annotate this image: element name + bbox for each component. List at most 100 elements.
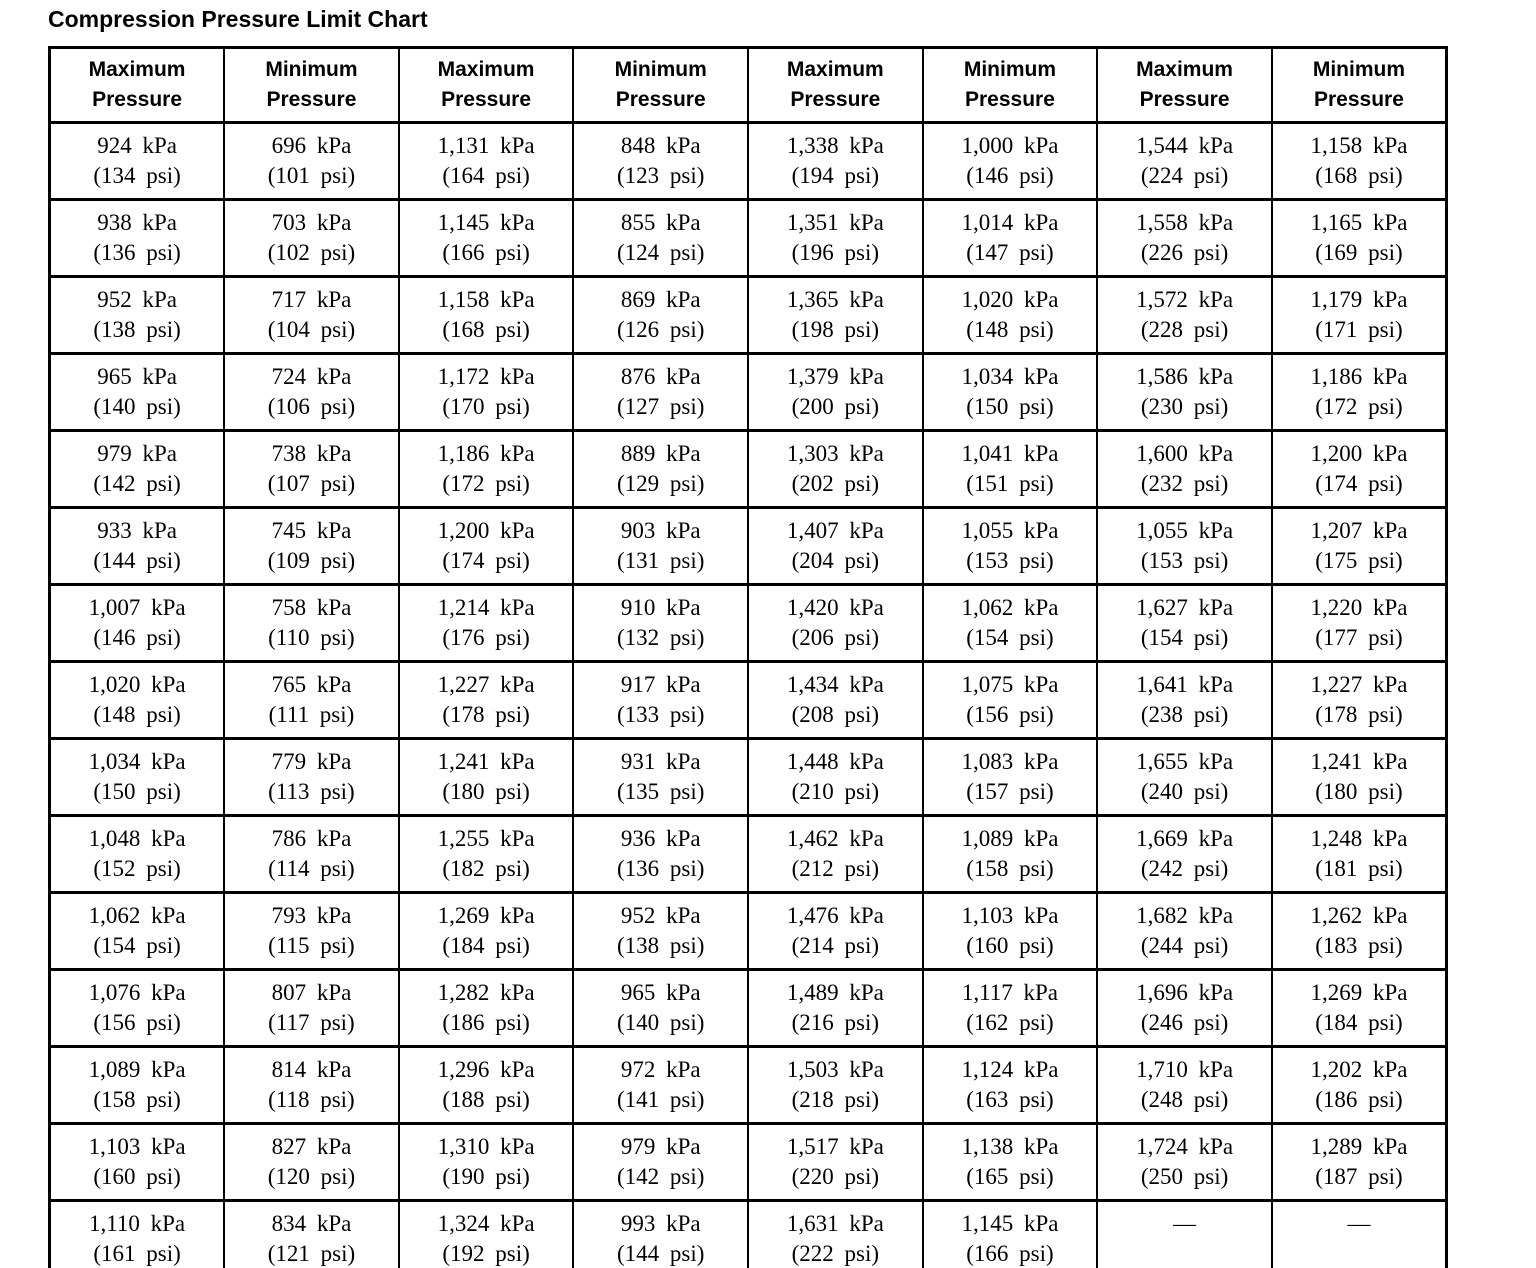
psi-value: (158 psi): [966, 856, 1054, 881]
kpa-value: 1,089 kPa: [88, 1057, 186, 1082]
header-line-2: Pressure: [1139, 88, 1230, 111]
pressure-cell: 965 kPa (140 psi): [572, 968, 749, 1048]
psi-value: (150 psi): [93, 779, 181, 804]
pressure-cell: 1,503 kPa (218 psi): [747, 1045, 924, 1125]
psi-value: (154 psi): [966, 625, 1054, 650]
psi-value: (182 psi): [442, 856, 530, 881]
kpa-value: 807 kPa: [271, 980, 352, 1005]
kpa-value: 965 kPa: [620, 980, 701, 1005]
table-row: 1,062 kPa (154 psi) 793 kPa (115 psi) 1,269 …: [48, 891, 1448, 971]
header-line-1: Maximum: [786, 58, 884, 81]
pressure-cell: 1,351 kPa (196 psi): [747, 198, 924, 278]
kpa-value: 1,365 kPa: [786, 287, 884, 312]
psi-value: (141 psi): [616, 1087, 705, 1112]
psi-value: (142 psi): [616, 1164, 705, 1189]
header-cell-minimum-pressure: Minimum Pressure: [572, 46, 749, 124]
psi-value: (118 psi): [268, 1087, 355, 1112]
kpa-value: 1,434 kPa: [786, 672, 884, 697]
kpa-value: 1,103 kPa: [961, 903, 1059, 928]
psi-value: (142 psi): [93, 471, 181, 496]
kpa-value: 1,669 kPa: [1136, 826, 1234, 851]
pressure-cell: 779 kPa (113 psi): [223, 737, 400, 817]
kpa-value: 936 kPa: [620, 826, 701, 851]
psi-value: (198 psi): [791, 317, 880, 342]
psi-value: (174 psi): [442, 548, 530, 573]
kpa-value: 758 kPa: [271, 595, 352, 620]
pressure-cell: —: [1096, 1199, 1273, 1268]
kpa-value: 1,710 kPa: [1136, 1057, 1234, 1082]
psi-value: (135 psi): [616, 779, 705, 804]
psi-value: (176 psi): [442, 625, 530, 650]
psi-value: (132 psi): [616, 625, 705, 650]
psi-value: (124 psi): [616, 240, 705, 265]
pressure-cell: 1,324 kPa (192 psi): [397, 1199, 575, 1268]
kpa-value: 717 kPa: [271, 287, 352, 312]
kpa-value: 827 kPa: [271, 1134, 352, 1159]
table-row: 979 kPa (142 psi) 738 kPa (107 psi) 1,186 kP…: [48, 429, 1448, 509]
psi-value: (117 psi): [268, 1010, 355, 1035]
kpa-value: 1,696 kPa: [1136, 980, 1234, 1005]
table-row: 1,110 kPa (161 psi) 834 kPa (121 psi) 1,324 …: [48, 1199, 1448, 1268]
kpa-value: 1,627 kPa: [1136, 595, 1234, 620]
psi-value: (232 psi): [1140, 471, 1229, 496]
psi-value: (210 psi): [791, 779, 880, 804]
pressure-cell: 1,124 kPa (163 psi): [921, 1045, 1099, 1125]
kpa-value: 1,048 kPa: [88, 826, 186, 851]
pressure-cell: 1,186 kPa (172 psi): [1270, 352, 1448, 432]
kpa-value: 1,020 kPa: [88, 672, 186, 697]
psi-value: (202 psi): [791, 471, 880, 496]
kpa-value: 855 kPa: [620, 210, 701, 235]
pressure-cell: 1,055 kPa (153 psi): [921, 506, 1099, 586]
psi-value: (214 psi): [791, 933, 880, 958]
kpa-value: 1,062 kPa: [88, 903, 186, 928]
header-line-1: Minimum: [963, 58, 1057, 81]
kpa-value: 1,055 kPa: [1136, 518, 1234, 543]
kpa-value: 1,179 kPa: [1310, 287, 1408, 312]
pressure-cell: 786 kPa (114 psi): [223, 814, 400, 894]
kpa-value: 952 kPa: [620, 903, 701, 928]
pressure-cell: 965 kPa (140 psi): [48, 352, 226, 432]
psi-value: (240 psi): [1140, 779, 1229, 804]
header-cell-maximum-pressure: Maximum Pressure: [48, 46, 226, 124]
kpa-value: 703 kPa: [271, 210, 352, 235]
psi-value: (212 psi): [791, 856, 880, 881]
kpa-value: 1,269 kPa: [1310, 980, 1408, 1005]
kpa-value: 1,282 kPa: [437, 980, 535, 1005]
header-line-2: Pressure: [615, 88, 706, 111]
psi-value: (146 psi): [966, 163, 1054, 188]
kpa-value: 1,586 kPa: [1136, 364, 1234, 389]
pressure-cell: 1,062 kPa (154 psi): [921, 583, 1099, 663]
pressure-cell: 1,200 kPa (174 psi): [1270, 429, 1448, 509]
psi-value: (228 psi): [1140, 317, 1229, 342]
psi-value: (129 psi): [616, 471, 705, 496]
psi-value: (165 psi): [966, 1164, 1054, 1189]
psi-value: (204 psi): [791, 548, 880, 573]
psi-value: (180 psi): [442, 779, 530, 804]
pressure-cell: 876 kPa (127 psi): [572, 352, 749, 432]
kpa-value: 779 kPa: [271, 749, 352, 774]
pressure-cell: 1,207 kPa (175 psi): [1270, 506, 1448, 586]
table-row: 1,089 kPa (158 psi) 814 kPa (118 psi) 1,296 …: [48, 1045, 1448, 1125]
kpa-value: 1,241 kPa: [437, 749, 535, 774]
psi-value: (111 psi): [268, 702, 355, 727]
kpa-value: 1,379 kPa: [786, 364, 884, 389]
psi-value: (196 psi): [791, 240, 880, 265]
pressure-cell: 696 kPa (101 psi): [223, 121, 400, 201]
pressure-cell: 979 kPa (142 psi): [572, 1122, 749, 1202]
kpa-value: 1,014 kPa: [961, 210, 1059, 235]
psi-value: (170 psi): [442, 394, 530, 419]
kpa-value: 1,503 kPa: [786, 1057, 884, 1082]
kpa-value: 848 kPa: [620, 133, 701, 158]
kpa-value: 1,220 kPa: [1310, 595, 1408, 620]
psi-value: (180 psi): [1315, 779, 1403, 804]
pressure-cell: 1,558 kPa (226 psi): [1096, 198, 1273, 278]
pressure-cell: 1,227 kPa (178 psi): [397, 660, 575, 740]
pressure-cell: 703 kPa (102 psi): [223, 198, 400, 278]
pressure-cell: 1,303 kPa (202 psi): [747, 429, 924, 509]
pressure-cell: 972 kPa (141 psi): [572, 1045, 749, 1125]
header-line-2: Pressure: [441, 88, 532, 111]
kpa-value: 910 kPa: [620, 595, 701, 620]
pressure-cell: 1,158 kPa (168 psi): [1270, 121, 1448, 201]
kpa-value: 1,558 kPa: [1136, 210, 1234, 235]
